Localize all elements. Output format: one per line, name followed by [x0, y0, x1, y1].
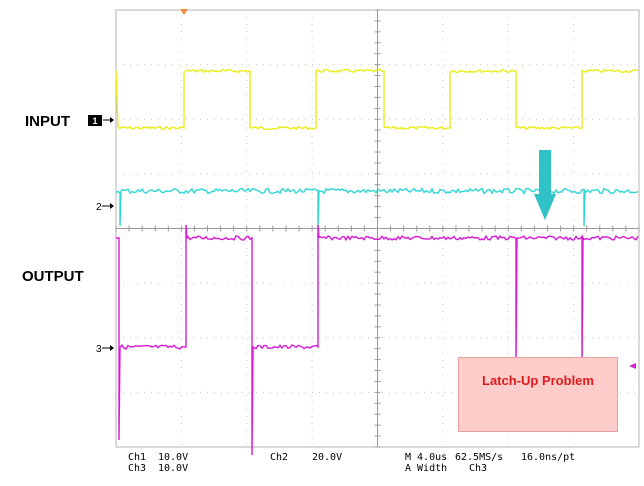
output-label: OUTPUT — [22, 268, 84, 285]
down-arrow-icon — [534, 150, 556, 220]
point-spacing-readout: 16.0ns/pt — [521, 452, 576, 463]
ch3-readout-scale: 10.0V — [158, 463, 189, 474]
ch2-readout-label: Ch2 — [270, 452, 289, 463]
latch-up-callout: Latch-Up Problem — [458, 357, 618, 432]
ch1-readout-label: Ch1 — [128, 452, 147, 463]
ch1-marker: 1 — [88, 115, 114, 126]
callout-text: Latch-Up Problem — [482, 373, 594, 388]
ch3-marker: 3 — [96, 344, 114, 355]
ch2-trace — [115, 187, 639, 227]
measure-channel-readout: Ch3 — [469, 463, 488, 474]
ch2-marker-text: 2 — [96, 202, 102, 213]
trigger-marker-icon — [180, 9, 188, 15]
timebase-readout: M 4.0us — [405, 452, 448, 463]
ch2-marker: 2 — [96, 202, 114, 213]
ch2-readout-scale: 20.0V — [312, 452, 343, 463]
measure-readout: A Width — [405, 463, 448, 474]
ch1-trace — [115, 68, 639, 131]
ch3-marker-text: 3 — [96, 344, 102, 355]
ch1-marker-text: 1 — [92, 116, 97, 126]
ch3-trace — [116, 224, 639, 456]
ch3-readout-label: Ch3 — [128, 463, 147, 474]
input-label: INPUT — [25, 113, 70, 130]
sample-rate-readout: 62.5MS/s — [455, 452, 504, 463]
ch1-readout-scale: 10.0V — [158, 452, 189, 463]
trigger-level-icon — [629, 363, 636, 369]
